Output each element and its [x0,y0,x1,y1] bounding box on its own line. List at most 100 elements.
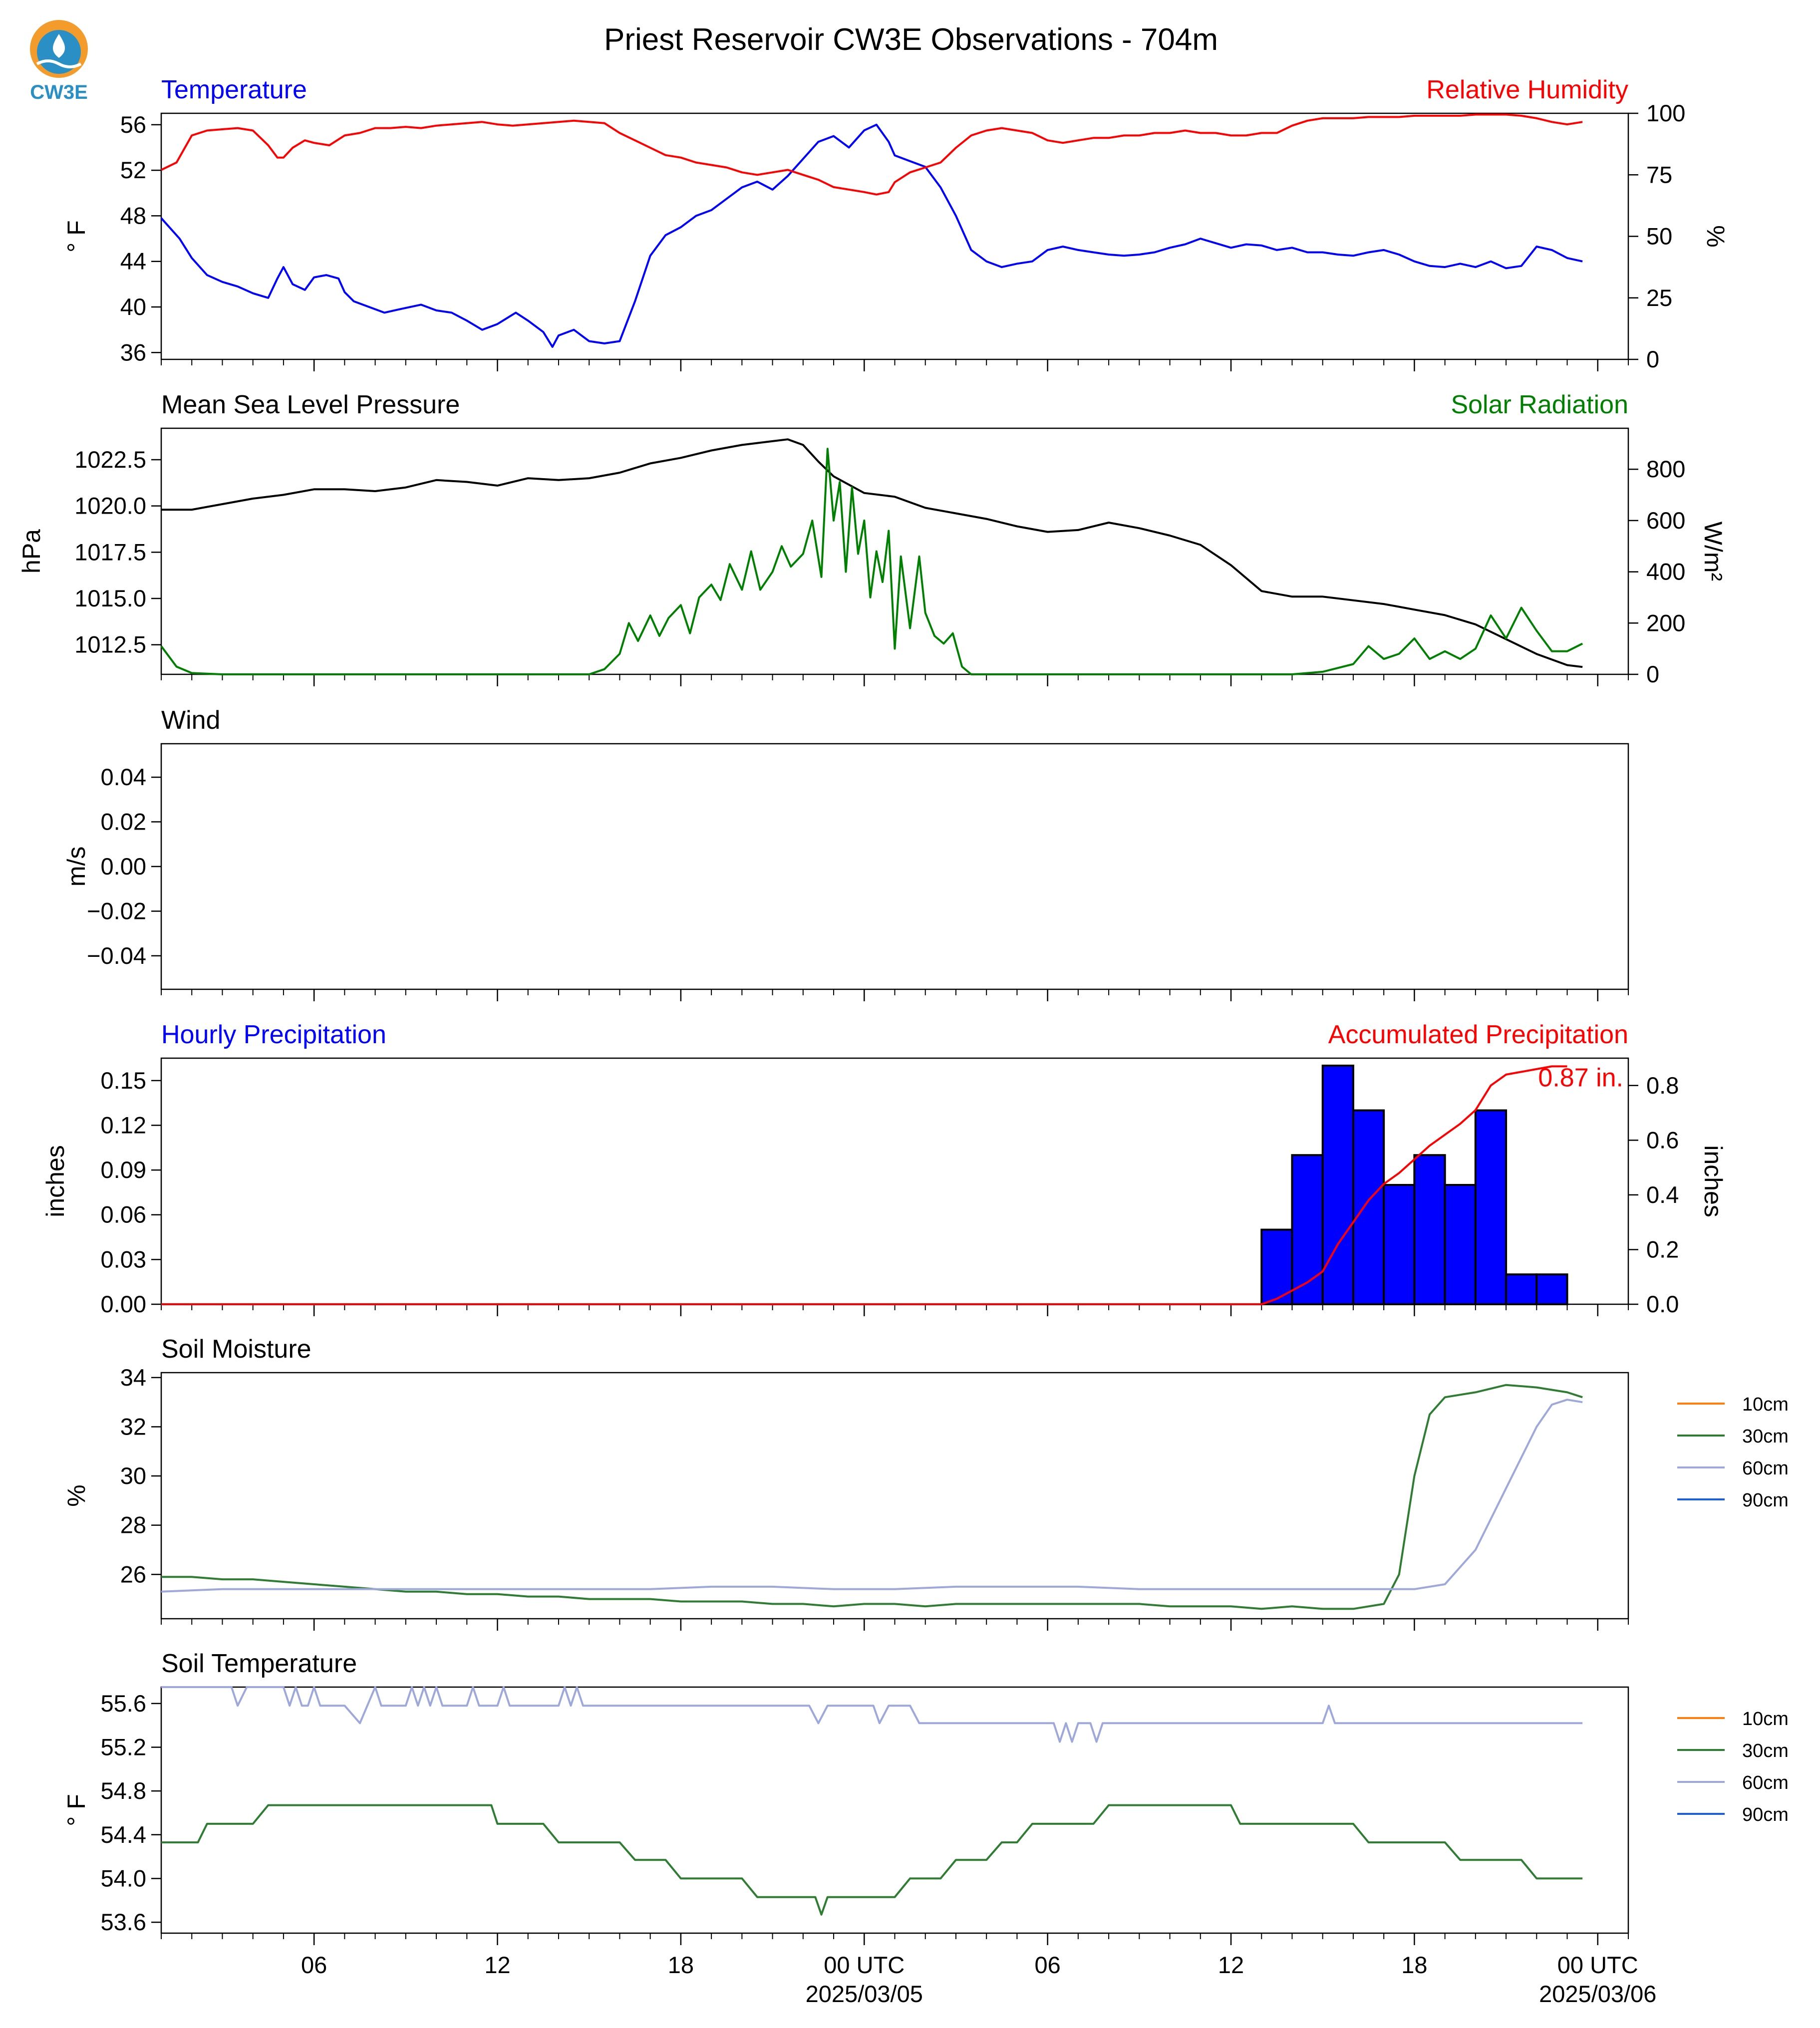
logo-wave-icon [36,59,82,68]
accumulated-annotation: 0.87 in. [1538,1063,1623,1092]
panel-title-right: Accumulated Precipitation [1328,1020,1628,1049]
x-tick-label: 00 UTC [1557,1952,1638,1978]
panel-pressure_solar: 1012.5 1015.0 1017.5 1020.0 1022.5 0 200 400 600… [17,390,1727,687]
y-right-tick-label: 400 [1646,559,1685,585]
series-line-temperature [160,123,1583,348]
panel-wind: −0.04 −0.02 0.00 0.02 0.04 Wind m/s [62,706,1629,1001]
panel-temperature_humidity: 36 40 44 48 52 56 0 25 50 75 100 Temperature Relativ… [62,75,1730,372]
y-left-tick-label: −0.04 [87,942,146,969]
y-left-tick-label: 53.6 [101,1909,146,1935]
x-tick-label: 06 [1035,1952,1061,1978]
panel-title-left: Temperature [161,75,307,104]
legend-label-60cm: 60cm [1742,1772,1789,1793]
panel-soil_moisture: 26 28 30 32 34 Soil Moisture% 10cm 30cm 60cm 90cm [62,1335,1789,1631]
plot-frame [160,743,1629,990]
legend-label-60cm: 60cm [1742,1458,1789,1479]
precip-bar [1321,1064,1354,1306]
precip-bar [1260,1228,1293,1305]
y-right-tick-label: 800 [1646,456,1685,482]
panel-title-left: Soil Temperature [161,1649,357,1678]
x-tick-label: 12 [1218,1952,1244,1978]
y-left-tick-label: 0.03 [101,1246,146,1272]
y-right-tick-label: 0.8 [1646,1072,1679,1099]
y-right-tick-label: 75 [1646,161,1672,188]
panel-title-right: Relative Humidity [1426,75,1628,104]
y-left-tick-label: 0.02 [101,809,146,835]
legend-label-10cm: 10cm [1742,1709,1789,1730]
legend-label-30cm: 30cm [1742,1426,1789,1447]
y-left-tick-label: 30 [120,1462,146,1489]
y-right-tick-label: 50 [1646,223,1672,250]
y-left-axis-label: ° F [62,1794,90,1826]
y-right-tick-label: 600 [1646,507,1685,534]
series-line-60cm [161,1399,1583,1593]
x-tick-date-label: 2025/03/05 [806,1981,923,2007]
plot-frame [160,112,1629,360]
legend-label-90cm: 90cm [1742,1490,1789,1511]
panel-title-left: Soil Moisture [161,1335,311,1364]
y-left-tick-label: 0.00 [101,853,146,879]
y-left-axis-label: ° F [62,220,90,252]
y-left-tick-label: 54.4 [101,1821,146,1848]
y-left-tick-label: 56 [120,111,146,138]
series-line-solar-radiation [160,448,1583,675]
y-left-tick-label: 0.00 [101,1291,146,1317]
panel-title-left: Mean Sea Level Pressure [161,390,460,419]
y-right-axis-label: W/m² [1699,522,1727,581]
y-right-axis-label: % [1702,225,1730,247]
series-line-30cm [161,1804,1583,1916]
logo-drop-icon [52,34,65,58]
x-tick-label: 00 UTC [824,1952,905,1978]
precip-bar [1535,1273,1568,1306]
y-left-tick-label: 0.04 [101,764,146,790]
y-left-tick-label: 54.8 [101,1777,146,1804]
y-left-tick-label: 0.06 [101,1201,146,1228]
precip-bar [1383,1183,1416,1306]
precip-bar [1444,1183,1477,1306]
y-right-tick-label: 0.0 [1646,1291,1679,1317]
series-line-30cm [161,1384,1583,1610]
y-left-tick-label: 26 [120,1561,146,1587]
y-left-tick-label: 40 [120,293,146,320]
main-title: Priest Reservoir CW3E Observations - 704… [604,22,1218,57]
panel-soil_temperature: 53.6 54.0 54.4 54.8 55.2 55.6 Soil Temperature… [62,1649,1789,2007]
panel-title-left: Hourly Precipitation [161,1020,386,1049]
panel-precipitation: 0.00 0.03 0.06 0.09 0.12 0.15 0.0 0.2 0.4 0.6 0.8 H… [41,1020,1727,1317]
y-left-tick-label: 1022.5 [74,446,146,473]
y-right-tick-label: 0.4 [1646,1181,1679,1208]
y-right-tick-label: 0 [1646,661,1659,687]
y-left-tick-label: 1017.5 [74,539,146,565]
precip-bar [1474,1109,1508,1305]
y-left-tick-label: 48 [120,202,146,229]
series-line-relative-humidity [161,113,1583,196]
y-left-axis-label: m/s [62,847,90,887]
series-line-mean-sea-level-pressure [161,438,1583,668]
legend-label-10cm: 10cm [1742,1394,1789,1415]
legend-label-90cm: 90cm [1742,1804,1789,1825]
y-left-tick-label: 0.12 [101,1112,146,1138]
cw3e-logo: CW3E [30,20,88,103]
y-left-tick-label: 1012.5 [74,631,146,658]
y-left-tick-label: 44 [120,248,146,275]
y-right-tick-label: 0.2 [1646,1236,1679,1262]
series-line-60cm [161,1686,1583,1743]
y-left-tick-label: 54.0 [101,1865,146,1891]
y-left-tick-label: 32 [120,1413,146,1440]
x-tick-label: 18 [668,1952,694,1978]
y-right-tick-label: 25 [1646,285,1672,311]
y-left-tick-label: 28 [120,1512,146,1538]
panel-title-left: Wind [161,706,220,735]
y-left-axis-label: hPa [17,529,45,574]
y-left-axis-label: % [62,1484,90,1506]
y-right-tick-label: 100 [1646,100,1685,126]
y-right-tick-label: 200 [1646,609,1685,636]
y-left-tick-label: 1015.0 [74,585,146,611]
y-left-tick-label: 55.2 [101,1734,146,1760]
y-left-tick-label: 1020.0 [74,493,146,519]
precip-bar [1352,1109,1385,1305]
y-left-tick-label: −0.02 [87,897,146,924]
series-line-accumulated-precipitation [161,1065,1567,1305]
legend-label-30cm: 30cm [1742,1740,1789,1761]
y-left-tick-label: 52 [120,157,146,183]
